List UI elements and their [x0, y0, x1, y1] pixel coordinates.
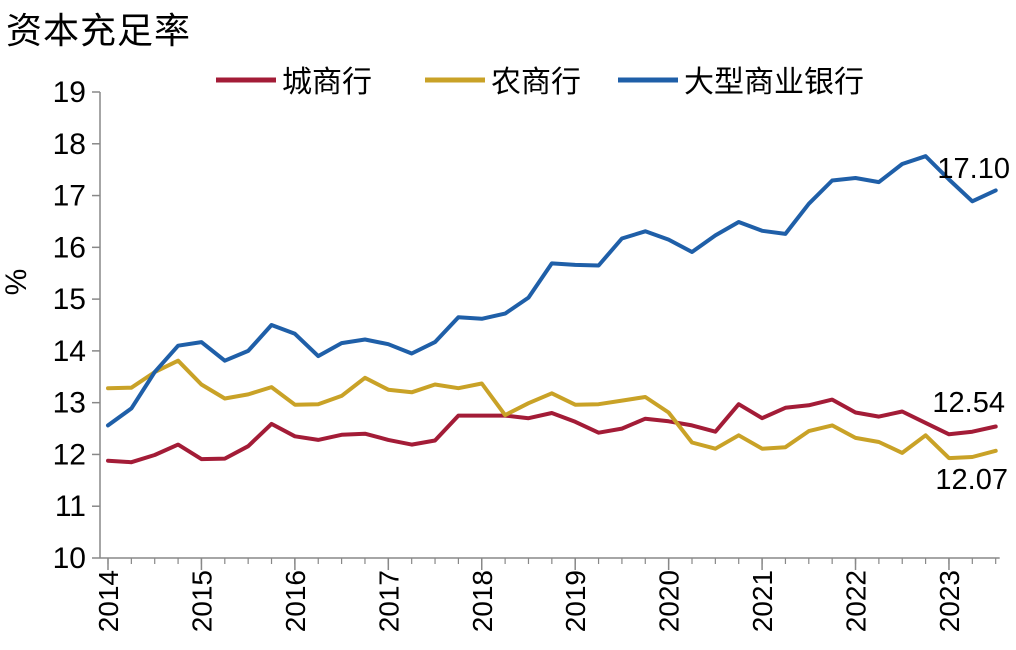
x-tick-label: 2021 — [747, 570, 778, 632]
series-line-2 — [106, 358, 998, 461]
y-tick-label: 15 — [53, 283, 86, 316]
y-tick-label: 10 — [53, 542, 86, 575]
y-tick-label: 16 — [53, 231, 86, 264]
y-tick-label: 11 — [55, 490, 86, 523]
x-axis: 2014 2015 2016 2017 2018 2019 2020 2021 2022 2023 — [93, 557, 1000, 632]
end-labels: 12.54 12.07 17.10 — [932, 153, 1010, 496]
y-tick-label: 19 — [53, 76, 86, 109]
legend-label-2: 农商行 — [491, 66, 581, 99]
chart-title: 资本充足率 — [6, 11, 192, 52]
end-label-3: 17.10 — [937, 153, 1010, 185]
y-axis-label: % — [0, 269, 33, 296]
x-tick-label: 2018 — [467, 570, 498, 632]
end-label-1: 12.54 — [932, 387, 1005, 419]
x-tick-label: 2015 — [186, 570, 217, 632]
series-line-1 — [106, 397, 998, 465]
end-label-2: 12.07 — [935, 464, 1008, 496]
x-tick-label: 2019 — [560, 570, 591, 632]
legend: 城商行 农商行 大型商业银行 — [216, 66, 864, 99]
series-line-3 — [106, 154, 998, 428]
x-tick-label: 2022 — [841, 570, 872, 632]
y-tick-label: 14 — [53, 335, 86, 368]
y-tick-label: 12 — [53, 438, 86, 471]
x-tick-label: 2020 — [654, 570, 685, 632]
series-group — [106, 154, 998, 465]
y-tick-label: 13 — [53, 387, 86, 420]
y-tick-label: 17 — [53, 180, 86, 213]
y-tick-label: 18 — [53, 128, 86, 161]
x-tick-label: 2017 — [373, 570, 404, 632]
legend-label-3: 大型商业银行 — [684, 66, 864, 99]
legend-label-1: 城商行 — [282, 66, 372, 99]
y-axis: 10 11 12 13 14 15 16 17 18 19% — [0, 76, 101, 575]
x-tick-label: 2023 — [934, 570, 965, 632]
x-tick-label: 2016 — [280, 570, 311, 632]
x-tick-label: 2014 — [93, 570, 124, 632]
